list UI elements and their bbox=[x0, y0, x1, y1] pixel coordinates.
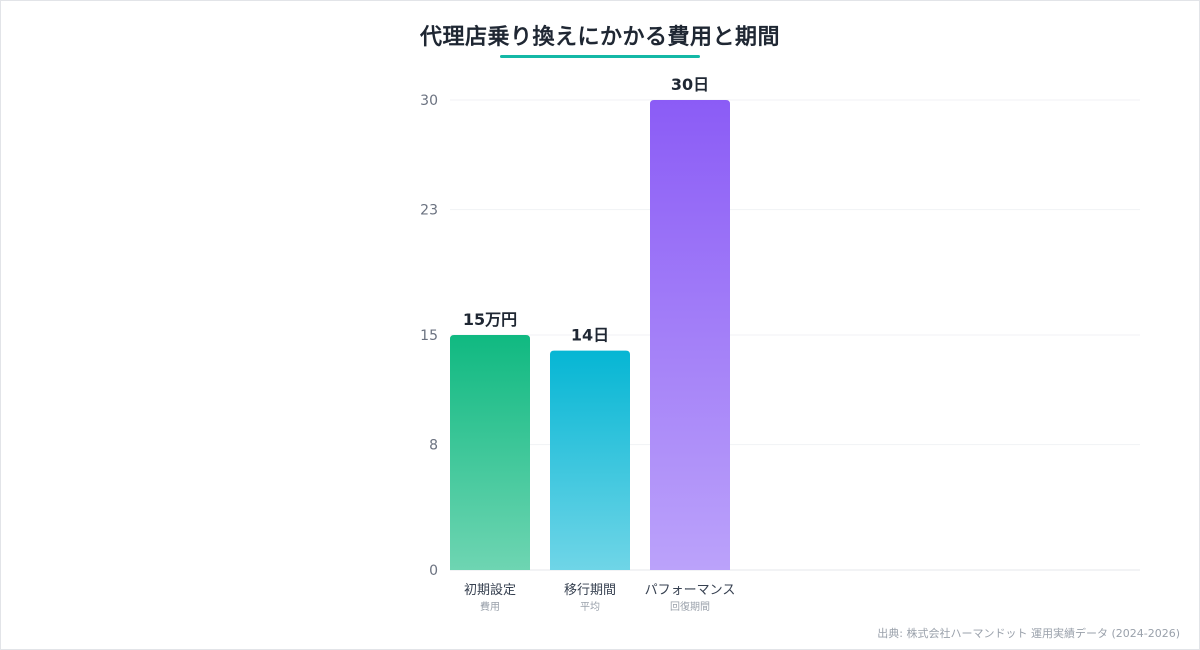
x-tick-sublabel: 平均 bbox=[580, 601, 600, 613]
x-tick-label: 初期設定 bbox=[464, 582, 516, 598]
data-label: 15万円 bbox=[463, 310, 517, 329]
source-note: 出典: 株式会社ハーマンドット 運用実績データ (2024-2026) bbox=[877, 627, 1180, 640]
title-underline bbox=[500, 55, 700, 58]
x-tick-sublabel: 費用 bbox=[480, 600, 500, 613]
bar bbox=[450, 335, 530, 570]
bar bbox=[550, 350, 630, 570]
data-label: 30日 bbox=[671, 75, 709, 94]
y-tick-label: 23 bbox=[420, 203, 438, 219]
y-tick-label: 8 bbox=[429, 438, 438, 454]
data-label: 14日 bbox=[571, 326, 609, 345]
x-tick-label: パフォーマンス bbox=[645, 583, 736, 598]
bars bbox=[450, 100, 730, 570]
y-tick-label: 15 bbox=[420, 328, 438, 344]
x-tick-sublabel: 回復期間 bbox=[670, 600, 710, 613]
y-tick-label: 30 bbox=[420, 93, 438, 109]
chart-title: 代理店乗り換えにかかる費用と期間 bbox=[419, 25, 780, 50]
bar bbox=[650, 100, 730, 570]
x-tick-label: 移行期間 bbox=[564, 583, 616, 598]
data-labels: 15万円 14日 30日 bbox=[463, 75, 709, 345]
y-axis-ticks: 0 8 15 23 30 bbox=[420, 93, 438, 579]
y-tick-label: 0 bbox=[429, 563, 438, 579]
